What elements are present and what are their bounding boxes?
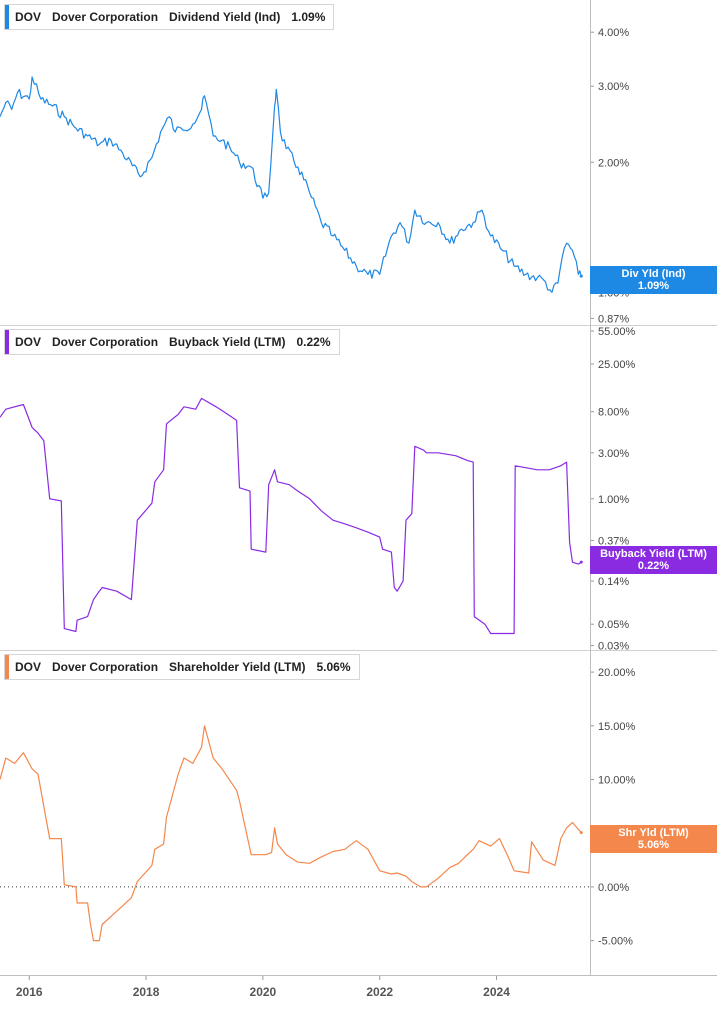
y-tick-label: 15.00% [598, 721, 636, 733]
legend-ticker: DOV [15, 335, 42, 349]
legend-metric: Buyback Yield (LTM) [169, 335, 286, 349]
x-tick-label: 2016 [16, 985, 43, 999]
series-last-point [579, 560, 583, 564]
y-tick-label: 2.00% [598, 157, 629, 169]
x-tick-label: 2024 [483, 985, 510, 999]
y-tick-label: 1.00% [598, 494, 629, 506]
y-tick-label: 10.00% [598, 775, 636, 787]
legend-metric: Dividend Yield (Ind) [169, 10, 281, 24]
y-tick-label: 8.00% [598, 407, 629, 419]
series-line [0, 397, 582, 635]
legend-shareholder-yield[interactable]: DOV Dover Corporation Shareholder Yield … [4, 654, 360, 680]
series-last-point [579, 831, 583, 835]
y-tick-label: 25.00% [598, 359, 636, 371]
x-tick-label: 2020 [250, 985, 277, 999]
y-tick-label: 20.00% [598, 667, 636, 679]
y-tick-label: 55.00% [598, 326, 636, 338]
x-tick-label: 2022 [366, 985, 393, 999]
y-tick-label: 4.00% [598, 27, 629, 39]
legend-company: Dover Corporation [52, 10, 159, 24]
y-tick-label: -5.00% [598, 936, 633, 948]
legend-ticker: DOV [15, 10, 42, 24]
legend-ticker: DOV [15, 660, 42, 674]
legend-company: Dover Corporation [52, 660, 159, 674]
series-color-swatch [5, 330, 9, 354]
y-tick-label: 0.05% [598, 619, 629, 631]
legend-dividend-yield[interactable]: DOV Dover Corporation Dividend Yield (In… [4, 4, 335, 30]
y-tick-label: 0.14% [598, 576, 629, 588]
tag-label: Buyback Yield (LTM) [600, 548, 707, 560]
tag-label: Div Yld (Ind) [621, 268, 686, 280]
series-last-point [579, 274, 583, 278]
current-value-tag-shareholder: Shr Yld (LTM) 5.06% [590, 825, 717, 853]
series-color-swatch [5, 655, 9, 679]
tag-value: 0.22% [637, 560, 670, 572]
legend-value: 0.22% [296, 335, 331, 349]
y-tick-label: 0.03% [598, 641, 629, 653]
y-tick-label: 3.00% [598, 81, 629, 93]
legend-buyback-yield[interactable]: DOV Dover Corporation Buyback Yield (LTM… [4, 329, 340, 355]
series-color-swatch [5, 5, 9, 29]
y-tick-label: 0.00% [598, 882, 629, 894]
series-line [0, 76, 582, 293]
legend-metric: Shareholder Yield (LTM) [169, 660, 306, 674]
series-line [0, 725, 582, 942]
tag-value: 1.09% [637, 280, 670, 292]
current-value-tag-dividend: Div Yld (Ind) 1.09% [590, 266, 717, 294]
legend-value: 1.09% [291, 10, 326, 24]
x-tick-label: 2018 [133, 985, 160, 999]
y-tick-label: 0.37% [598, 535, 629, 547]
current-value-tag-buyback: Buyback Yield (LTM) 0.22% [590, 546, 717, 574]
y-tick-label: 0.87% [598, 313, 629, 325]
tag-value: 5.06% [637, 839, 670, 851]
legend-value: 5.06% [316, 660, 351, 674]
tag-label: Shr Yld (LTM) [618, 827, 689, 839]
legend-company: Dover Corporation [52, 335, 159, 349]
y-tick-label: 3.00% [598, 448, 629, 460]
